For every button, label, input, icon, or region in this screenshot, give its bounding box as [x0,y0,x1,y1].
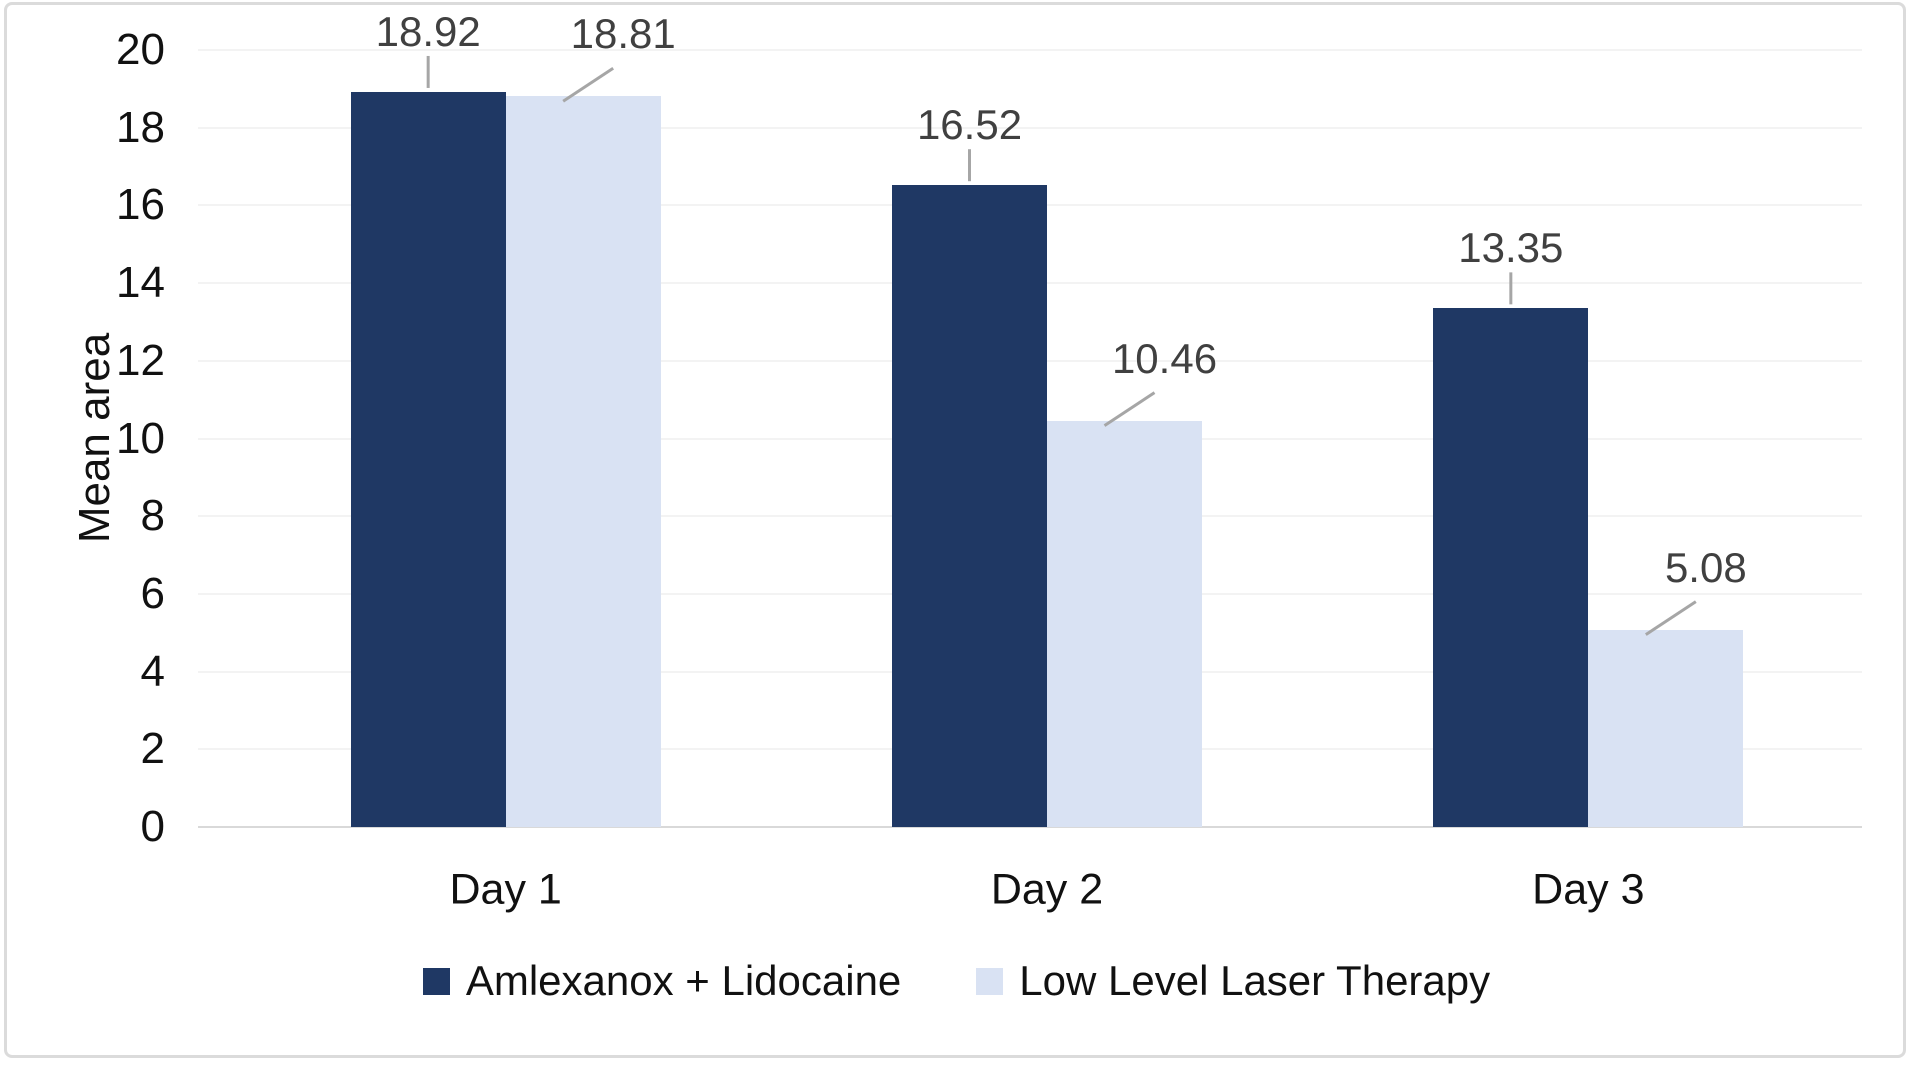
x-axis-line [198,826,1862,828]
bar-low-level-laser-therapy-day-2 [1047,420,1202,827]
legend-swatch-low-level-laser-therapy [976,967,1004,995]
y-tick-label: 2 [140,724,165,774]
legend-label-amlexanox-lidocaine: Amlexanox + Lidocaine [465,957,902,1004]
data-label-day-2-low-level-laser-therapy: 10.46 [1111,334,1218,382]
gridline [198,49,1862,51]
y-tick-label: 6 [140,568,165,618]
y-tick-label: 12 [116,335,165,385]
y-tick-label: 0 [140,802,165,851]
y-tick-label: 20 [116,25,165,74]
bar-amlexanox-lidocaine-day-1 [350,91,506,827]
bar-low-level-laser-therapy-day-3 [1588,629,1744,827]
bar-amlexanox-lidocaine-day-3 [1433,308,1589,827]
x-category-label: Day 2 [990,865,1104,914]
data-label-day-1-amlexanox-lidocaine: 18.92 [375,7,481,55]
bar-low-level-laser-therapy-day-1 [505,96,661,827]
data-label-day-1-low-level-laser-therapy: 18.81 [570,10,676,58]
y-tick-label: 4 [140,646,165,696]
data-label-day-3-low-level-laser-therapy: 5.08 [1664,543,1747,591]
legend: Amlexanox + Lidocaine Low Level Laser The… [0,960,1913,1002]
bar-amlexanox-lidocaine-day-2 [892,185,1047,827]
data-label-day-3-amlexanox-lidocaine: 13.35 [1458,224,1564,272]
y-tick-label: 16 [116,180,165,230]
x-category-label: Day 3 [1532,865,1645,914]
x-category-label: Day 1 [449,865,562,914]
legend-item-low-level-laser-therapy: Low Level Laser Therapy [976,960,1490,1002]
gridline [198,126,1862,129]
y-axis-title: Mean area [70,332,119,544]
data-label-day-2-amlexanox-lidocaine: 16.52 [916,101,1023,149]
y-tick-label: 10 [116,413,165,463]
legend-label-low-level-laser-therapy: Low Level Laser Therapy [1019,957,1491,1004]
legend-swatch-amlexanox-lidocaine [422,967,450,995]
y-tick-label: 18 [116,102,165,152]
legend-item-amlexanox-lidocaine: Amlexanox + Lidocaine [422,957,902,1004]
y-tick-label: 14 [116,258,165,308]
y-tick-label: 8 [140,491,165,541]
